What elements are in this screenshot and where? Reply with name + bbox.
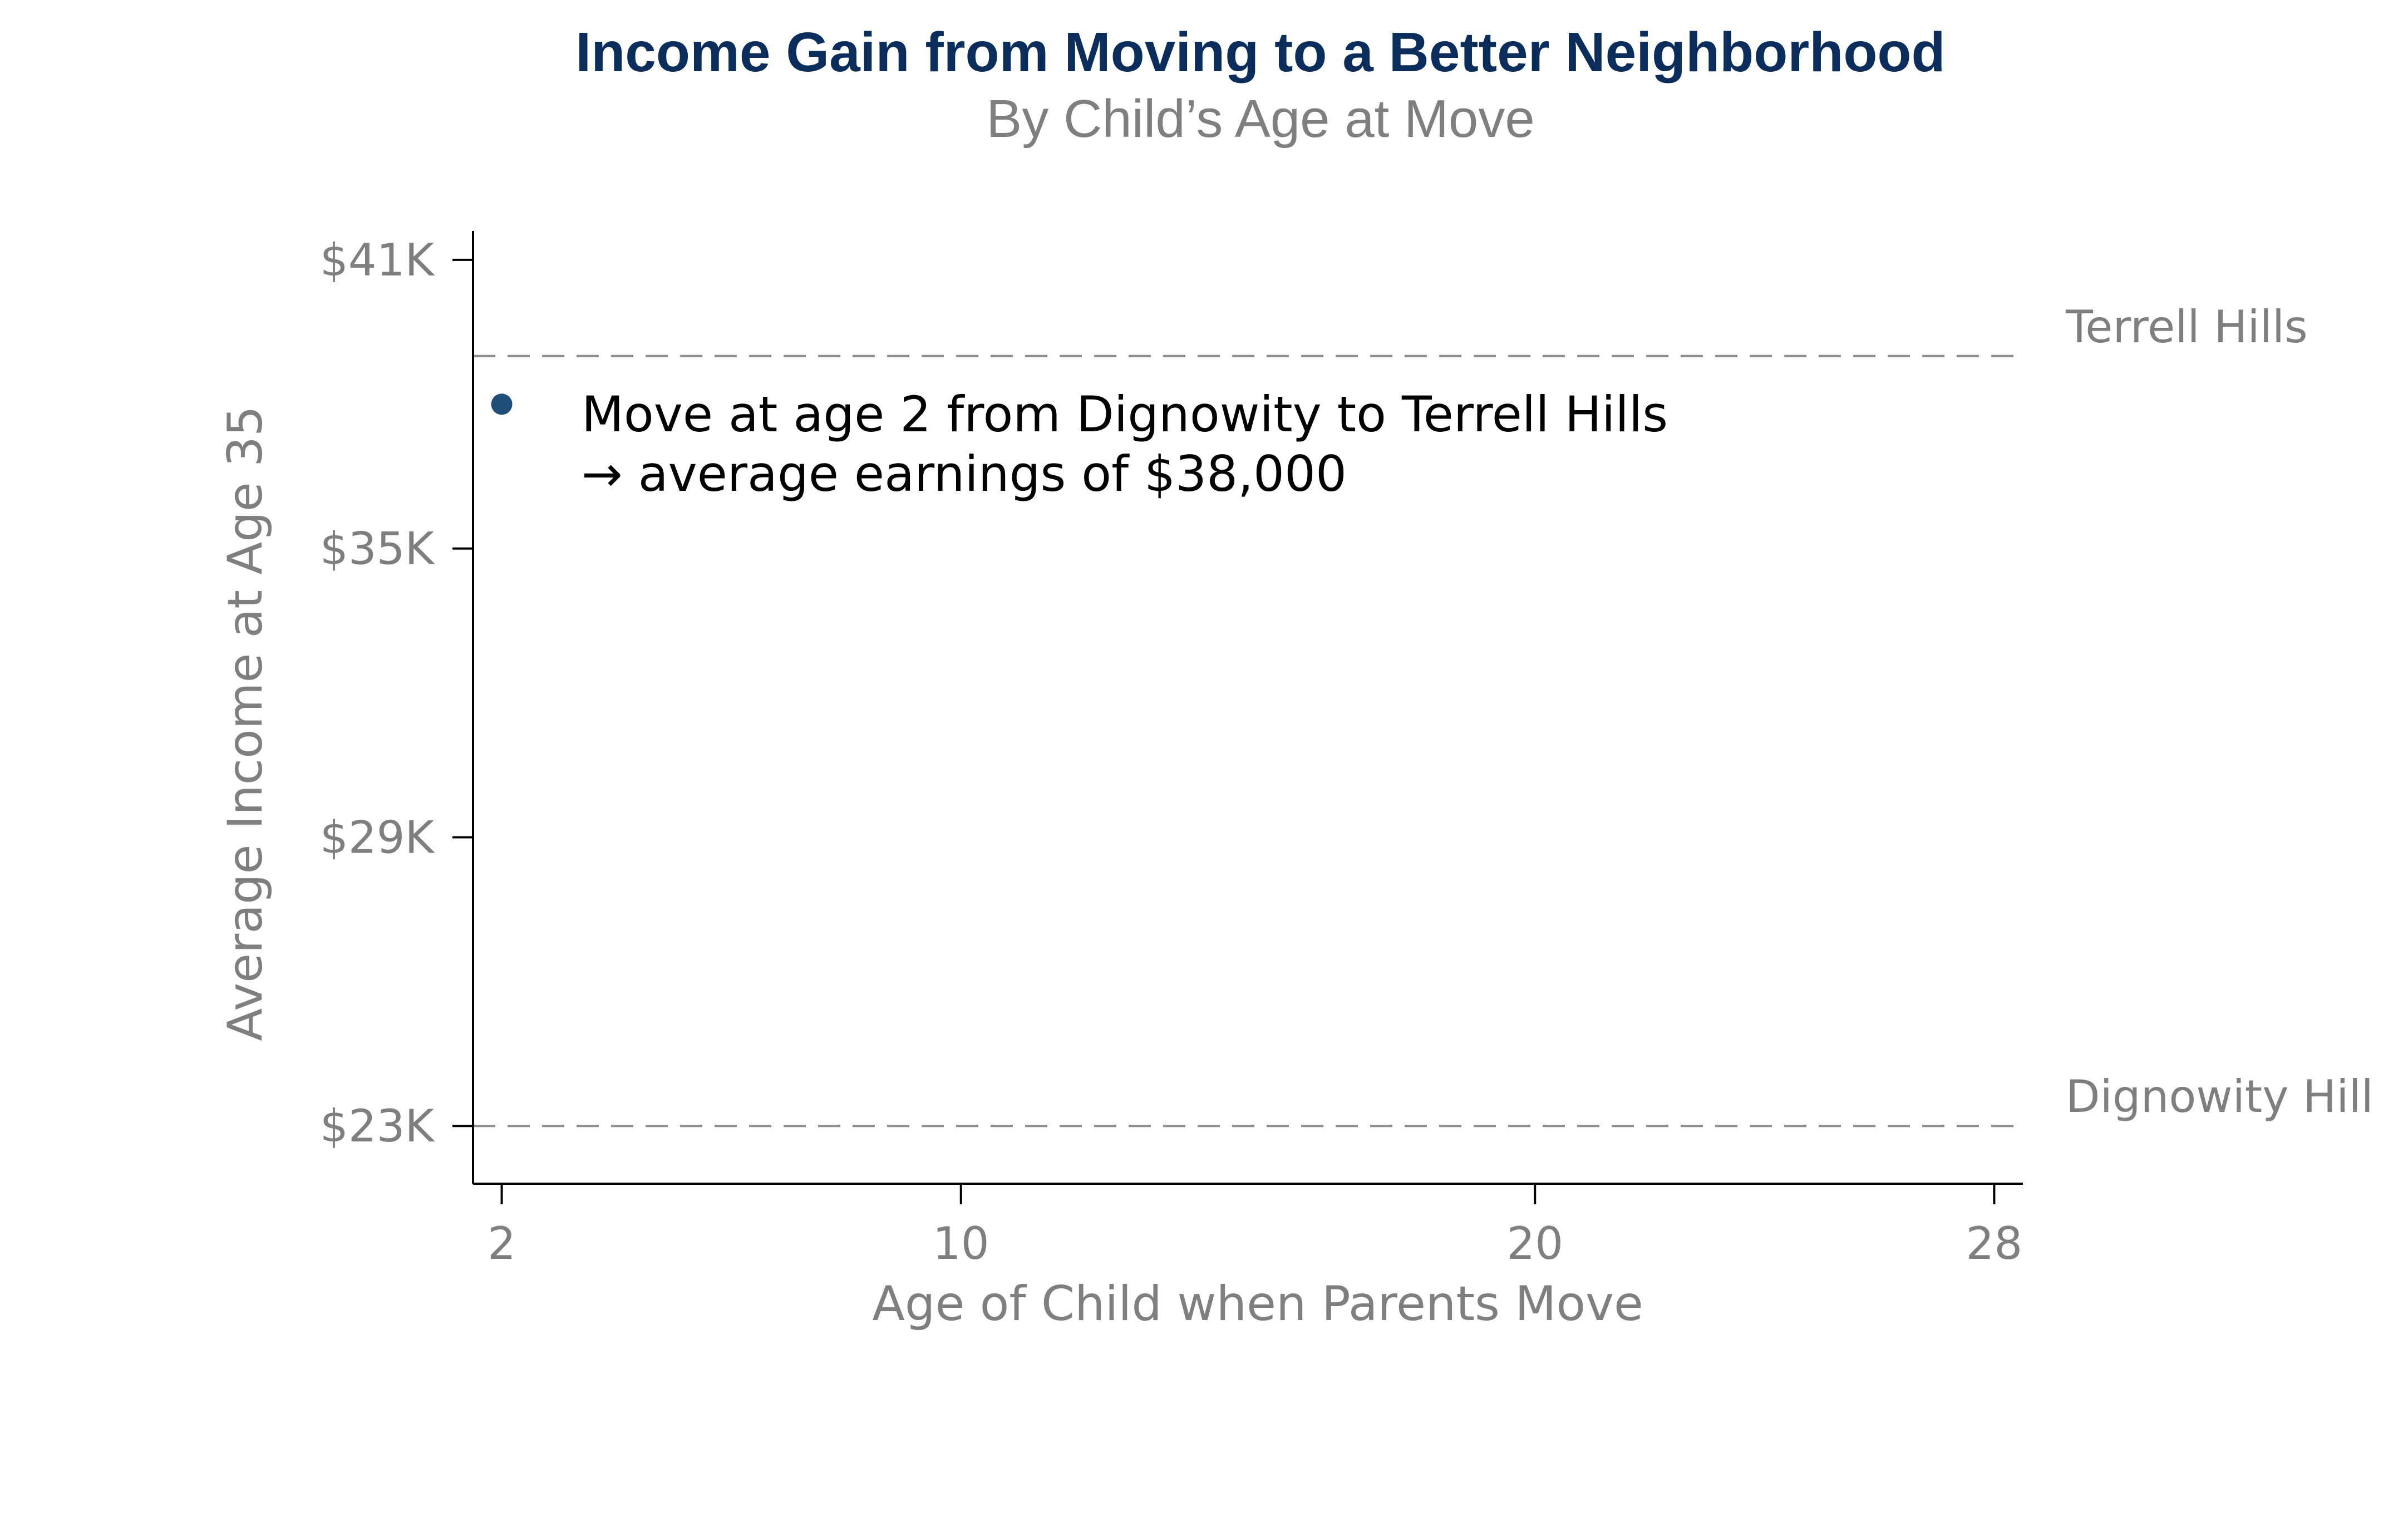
x-tick-label: 28: [1966, 1218, 2023, 1269]
x-ticks: 2 10 20 28: [487, 1184, 2022, 1269]
chart-subtitle: By Child’s Age at Move: [986, 89, 1534, 149]
annotation-line-1: Move at age 2 from Dignowity to Terrell …: [582, 386, 1668, 443]
chart-title: Income Gain from Moving to a Better Neig…: [575, 21, 1945, 83]
y-tick-label: $35K: [320, 523, 436, 575]
reference-line-label: Dignowity Hill: [2066, 1071, 2373, 1123]
x-axis-label: Age of Child when Parents Move: [872, 1276, 1643, 1332]
reference-line-label: Terrell Hills: [2065, 301, 2308, 353]
x-tick-label: 20: [1506, 1218, 1563, 1269]
x-tick-label: 10: [933, 1218, 989, 1269]
y-tick-label: $29K: [320, 811, 436, 863]
data-points: [491, 393, 513, 415]
y-tick-label: $41K: [320, 234, 436, 286]
axes: [472, 231, 2023, 1185]
x-tick-label: 2: [487, 1218, 516, 1269]
y-axis-label: Average Income at Age 35: [218, 406, 273, 1041]
reference-lines: Terrell Hills Dignowity Hill: [473, 301, 2373, 1128]
y-ticks: $23K $29K $35K $41K: [320, 234, 473, 1152]
data-point: [491, 393, 513, 415]
annotation-line-2: → average earnings of $38,000: [582, 445, 1347, 503]
y-tick-label: $23K: [320, 1100, 436, 1152]
